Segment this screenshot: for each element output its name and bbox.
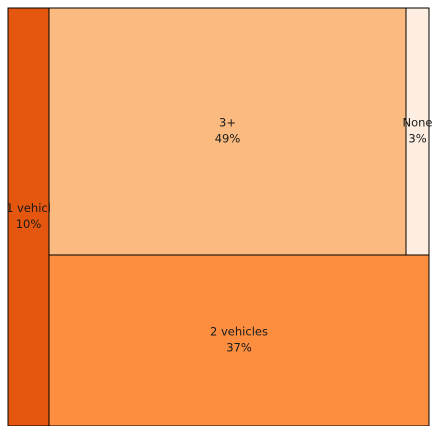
labels-layer: 1 vehicl 10% 3+ 49% None 3% 2 vehicles 37% (6, 116, 432, 355)
tile-percent-3: 49% (215, 132, 241, 146)
tile-name-none: None (402, 116, 432, 130)
tile-2-vehicles (48, 254, 430, 426)
tiles-layer (7, 7, 430, 426)
tile-3 (48, 7, 407, 256)
tile-name-1-vehicl: 1 vehicl (6, 201, 51, 215)
tile-name-3: 3+ (219, 116, 236, 130)
tile-1-vehicl (7, 7, 50, 426)
tile-percent-2-vehicles: 37% (226, 341, 252, 355)
tile-percent-1-vehicl: 10% (16, 217, 42, 231)
tile-name-2-vehicles: 2 vehicles (210, 325, 268, 339)
tile-percent-none: 3% (408, 132, 426, 146)
